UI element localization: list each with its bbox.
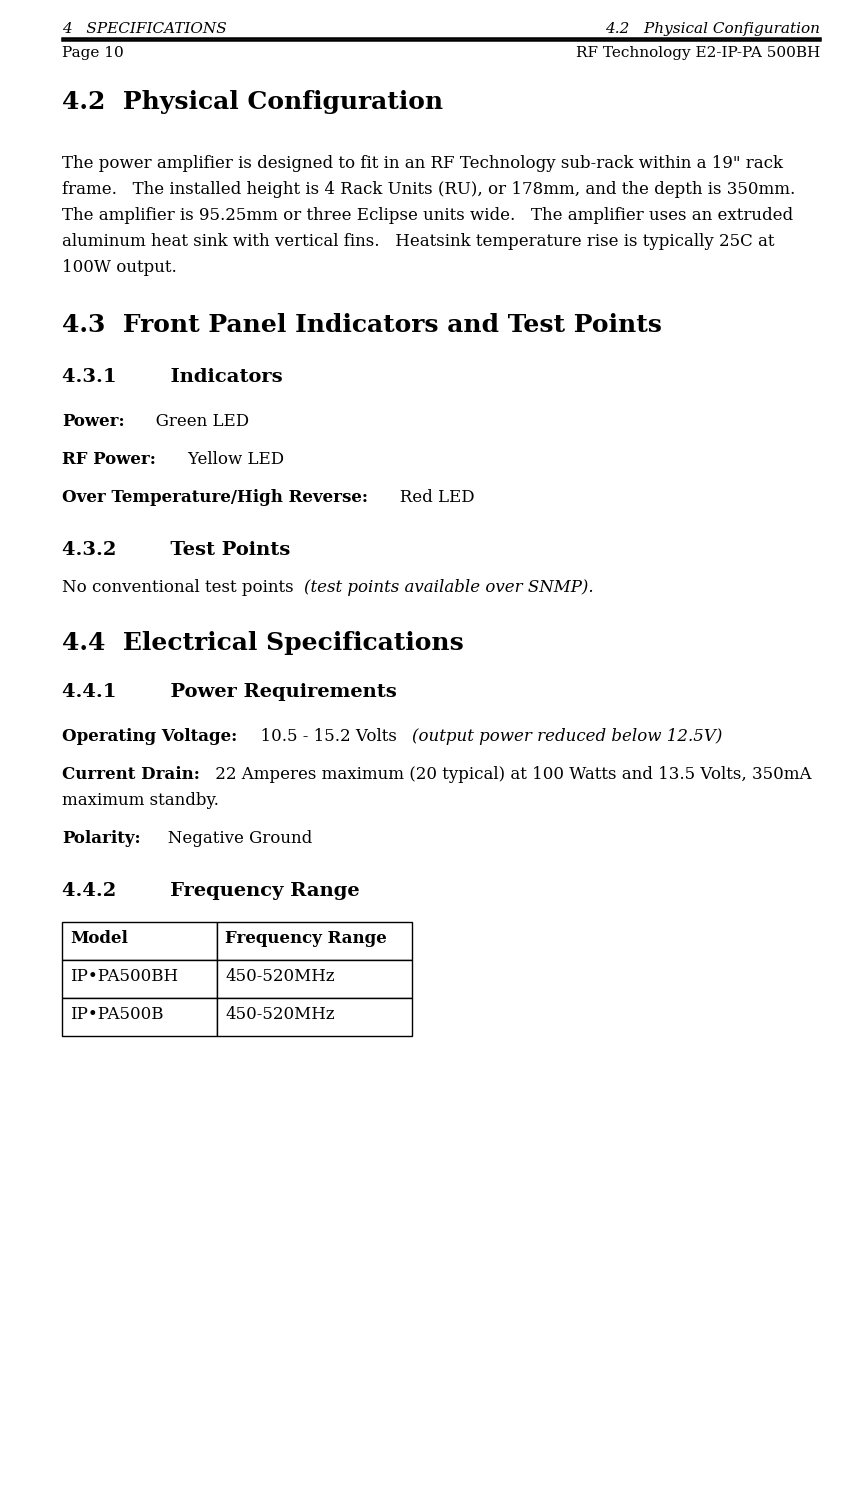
Text: Page 10: Page 10 xyxy=(62,46,124,60)
Text: No conventional test points: No conventional test points xyxy=(62,579,299,597)
Text: IP•PA500BH: IP•PA500BH xyxy=(70,968,178,985)
Text: Polarity:: Polarity: xyxy=(62,830,141,847)
Bar xyxy=(62,922,217,959)
Text: 100W output.: 100W output. xyxy=(62,259,177,276)
Text: RF Technology E2-IP-PA 500BH: RF Technology E2-IP-PA 500BH xyxy=(575,46,820,60)
Text: The power amplifier is designed to fit in an RF Technology sub-rack within a 19": The power amplifier is designed to fit i… xyxy=(62,154,783,172)
Bar xyxy=(217,922,412,959)
Text: 4.4  Electrical Specifications: 4.4 Electrical Specifications xyxy=(62,631,464,655)
Text: Current Drain:: Current Drain: xyxy=(62,766,200,782)
Text: Red LED: Red LED xyxy=(384,489,474,507)
Text: 450-520MHz: 450-520MHz xyxy=(225,1006,334,1022)
Text: aluminum heat sink with vertical fins.   Heatsink temperature rise is typically : aluminum heat sink with vertical fins. H… xyxy=(62,232,774,250)
Text: Frequency Range: Frequency Range xyxy=(225,929,387,947)
Text: 4.2   Physical Configuration: 4.2 Physical Configuration xyxy=(605,22,820,36)
Text: Model: Model xyxy=(70,929,128,947)
Text: 22 Amperes maximum (20 typical) at 100 Watts and 13.5 Volts, 350mA: 22 Amperes maximum (20 typical) at 100 W… xyxy=(210,766,811,782)
Bar xyxy=(62,959,217,998)
Bar xyxy=(217,998,412,1036)
Text: Negative Ground: Negative Ground xyxy=(152,830,312,847)
Text: 4.3.2        Test Points: 4.3.2 Test Points xyxy=(62,541,290,559)
Text: Operating Voltage:: Operating Voltage: xyxy=(62,729,238,745)
Text: RF Power:: RF Power: xyxy=(62,451,156,468)
Bar xyxy=(217,959,412,998)
Text: The amplifier is 95.25mm or three Eclipse units wide.   The amplifier uses an ex: The amplifier is 95.25mm or three Eclips… xyxy=(62,207,793,223)
Bar xyxy=(62,998,217,1036)
Text: (test points available over SNMP).: (test points available over SNMP). xyxy=(304,579,594,597)
Text: Power:: Power: xyxy=(62,414,124,430)
Text: Yellow LED: Yellow LED xyxy=(167,451,284,468)
Text: IP•PA500B: IP•PA500B xyxy=(70,1006,163,1022)
Text: 4.4.2        Frequency Range: 4.4.2 Frequency Range xyxy=(62,881,359,899)
Text: frame.   The installed height is 4 Rack Units (RU), or 178mm, and the depth is 3: frame. The installed height is 4 Rack Un… xyxy=(62,181,795,198)
Text: 4.4.1        Power Requirements: 4.4.1 Power Requirements xyxy=(62,684,397,702)
Text: 4.3.1        Indicators: 4.3.1 Indicators xyxy=(62,367,283,387)
Text: (output power reduced below 12.5V): (output power reduced below 12.5V) xyxy=(412,729,722,745)
Text: 10.5 - 15.2 Volts: 10.5 - 15.2 Volts xyxy=(250,729,402,745)
Text: maximum standby.: maximum standby. xyxy=(62,791,219,809)
Text: 4.3  Front Panel Indicators and Test Points: 4.3 Front Panel Indicators and Test Poin… xyxy=(62,313,662,337)
Text: Over Temperature/High Reverse:: Over Temperature/High Reverse: xyxy=(62,489,368,507)
Text: 4   SPECIFICATIONS: 4 SPECIFICATIONS xyxy=(62,22,226,36)
Text: Green LED: Green LED xyxy=(140,414,249,430)
Text: 450-520MHz: 450-520MHz xyxy=(225,968,334,985)
Text: 4.2  Physical Configuration: 4.2 Physical Configuration xyxy=(62,90,443,114)
